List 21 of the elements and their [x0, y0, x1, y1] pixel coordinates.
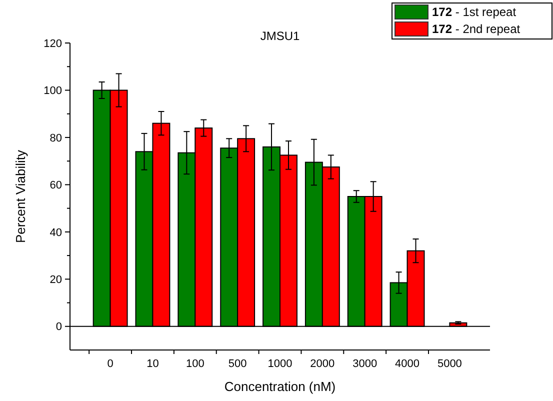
chart-title: JMSU1 [260, 29, 300, 43]
y-tick-label: 0 [56, 321, 62, 334]
y-tick-label: 60 [50, 180, 62, 192]
x-tick-label: 4000 [395, 358, 420, 370]
y-tick-label: 80 [50, 132, 62, 144]
y-tick-label: 100 [44, 85, 62, 98]
y-tick-label: 120 [44, 38, 62, 50]
x-tick-label: 100 [186, 358, 204, 370]
legend-label: 172 - 1st repeat [432, 5, 517, 19]
x-tick-label: 10 [146, 358, 159, 370]
y-tick-label: 40 [50, 226, 62, 239]
x-tick-label: 0 [107, 358, 114, 370]
legend-label: 172 - 2nd repeat [432, 22, 521, 36]
x-axis-title: Concentration (nM) [224, 379, 336, 394]
x-tick-label: 500 [228, 358, 247, 370]
y-axis-title: Percent Viability [13, 150, 28, 243]
y-tick-label: 20 [50, 274, 62, 286]
x-tick-label: 2000 [310, 358, 335, 370]
x-tick-label: 3000 [352, 358, 378, 370]
x-tick-label: 1000 [268, 358, 292, 370]
x-tick-label: 5000 [437, 358, 462, 370]
